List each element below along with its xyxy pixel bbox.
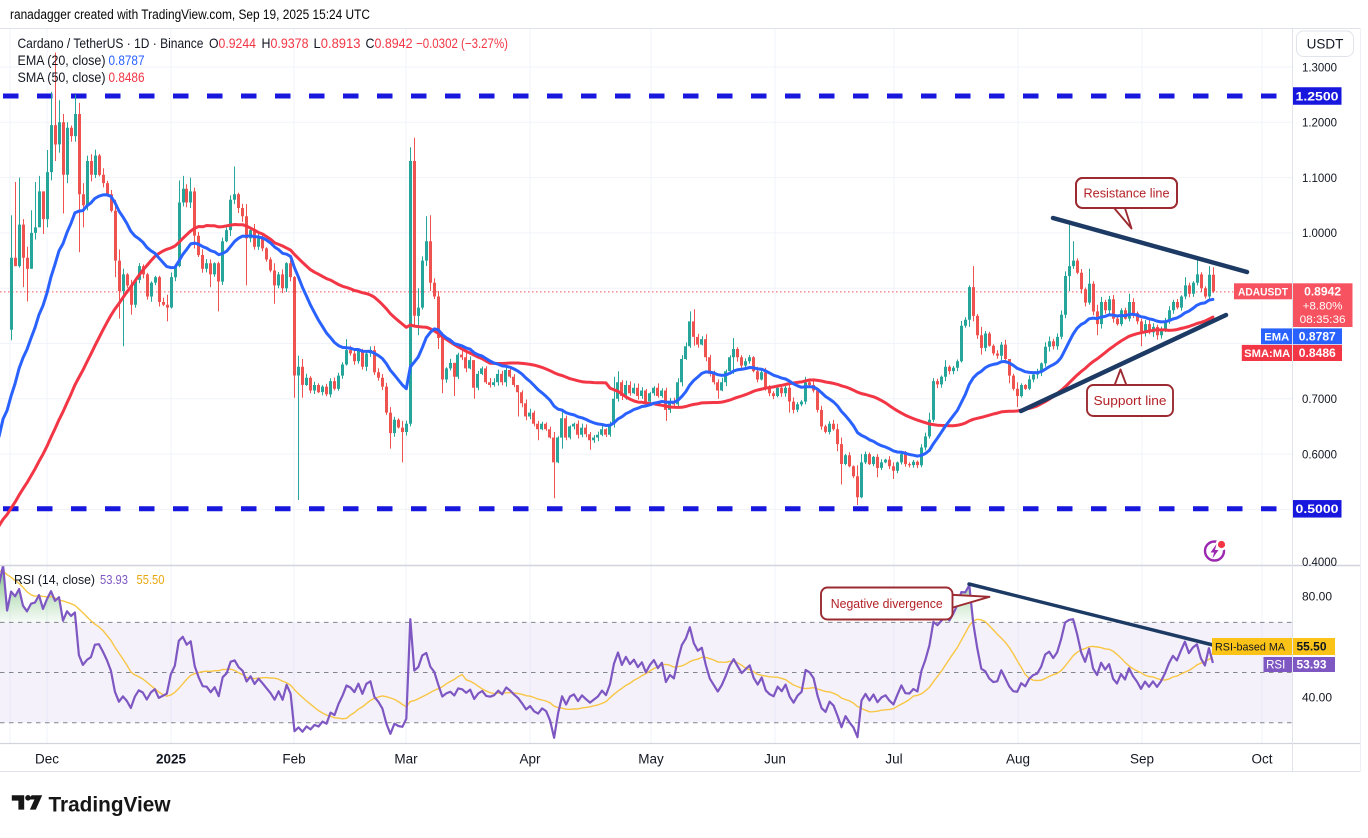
svg-text:2025: 2025 [156, 752, 187, 767]
svg-text:O0.9244: O0.9244 [209, 36, 256, 51]
svg-text:Oct: Oct [1251, 752, 1272, 767]
svg-text:−0.0302 (−3.27%): −0.0302 (−3.27%) [416, 36, 508, 51]
svg-text:Sep: Sep [1130, 752, 1154, 767]
svg-text:ranadagger created with Tradin: ranadagger created with TradingView.com,… [10, 7, 370, 22]
svg-text:1.0000: 1.0000 [1302, 226, 1337, 240]
svg-text:0.4000: 0.4000 [1302, 555, 1337, 569]
svg-text:0.8486: 0.8486 [109, 70, 145, 85]
svg-text:1.2500: 1.2500 [1296, 89, 1339, 103]
svg-text:0.8942: 0.8942 [1304, 287, 1341, 299]
svg-text:0.8486: 0.8486 [1299, 348, 1336, 360]
svg-text:Dec: Dec [35, 752, 59, 767]
svg-text:1.2000: 1.2000 [1302, 116, 1337, 130]
svg-text:0.8787: 0.8787 [1299, 331, 1336, 343]
svg-text:ADAUSDT: ADAUSDT [1238, 286, 1288, 298]
svg-text:TradingView: TradingView [49, 793, 171, 817]
svg-text:0.6000: 0.6000 [1302, 447, 1337, 461]
svg-text:RSI (14, close): RSI (14, close) [14, 572, 95, 587]
svg-text:Feb: Feb [282, 752, 305, 767]
svg-text:1.1000: 1.1000 [1302, 171, 1337, 185]
svg-text:08:35:36: 08:35:36 [1300, 314, 1346, 326]
svg-text:0.8787: 0.8787 [109, 53, 145, 68]
svg-text:+8.80%: +8.80% [1303, 301, 1343, 313]
svg-text:80.00: 80.00 [1302, 590, 1332, 604]
svg-text:SMA (50, close): SMA (50, close) [18, 70, 106, 85]
svg-text:55.50: 55.50 [1297, 642, 1327, 654]
svg-text:Cardano / TetherUS · 1D · Bina: Cardano / TetherUS · 1D · Binance [18, 36, 204, 51]
svg-text:Jun: Jun [764, 752, 786, 767]
svg-text:40.00: 40.00 [1302, 690, 1332, 704]
svg-text:H0.9378: H0.9378 [262, 36, 309, 51]
svg-text:Jul: Jul [885, 752, 902, 767]
svg-text:May: May [638, 752, 664, 767]
svg-text:EMA (20, close): EMA (20, close) [18, 53, 106, 68]
svg-text:RSI-based MA: RSI-based MA [1215, 642, 1286, 654]
svg-text:Apr: Apr [519, 752, 541, 767]
svg-text:L0.8913: L0.8913 [314, 36, 361, 51]
svg-text:55.50: 55.50 [137, 572, 165, 587]
svg-text:SMA:MA: SMA:MA [1244, 348, 1290, 360]
svg-text:0.5000: 0.5000 [1296, 502, 1339, 516]
svg-text:Aug: Aug [1006, 752, 1030, 767]
svg-text:Negative divergence: Negative divergence [831, 596, 943, 611]
svg-text:EMA: EMA [1264, 331, 1289, 343]
svg-text:0.7000: 0.7000 [1302, 392, 1337, 406]
svg-text:Resistance line: Resistance line [1084, 185, 1170, 200]
svg-text:53.93: 53.93 [100, 572, 128, 587]
svg-text:53.93: 53.93 [1297, 660, 1327, 672]
svg-text:Support line: Support line [1094, 393, 1167, 408]
svg-text:1.3000: 1.3000 [1302, 60, 1337, 74]
svg-text:USDT: USDT [1307, 37, 1344, 52]
svg-text:RSI: RSI [1266, 660, 1285, 672]
svg-text:C0.8942: C0.8942 [366, 36, 413, 51]
svg-text:Mar: Mar [394, 752, 418, 767]
